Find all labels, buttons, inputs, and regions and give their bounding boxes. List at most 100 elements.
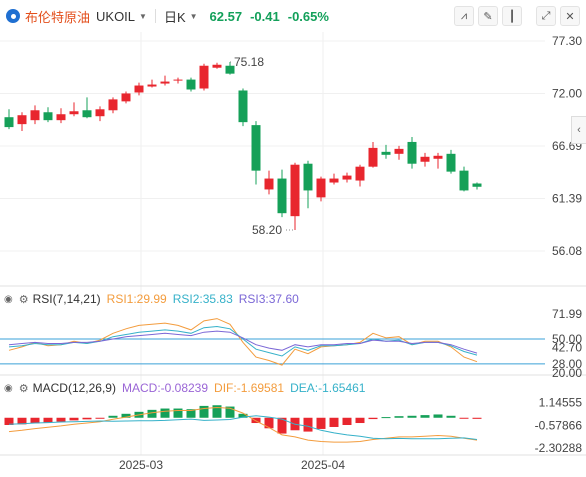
rsi-line-1 (8, 318, 478, 366)
macd-bar (407, 415, 417, 418)
rsi-axis-tick: 28.00 (552, 357, 582, 371)
candle-body (407, 141, 417, 164)
candle-body (82, 110, 92, 118)
macd-bar (212, 405, 222, 418)
candle-body (43, 112, 53, 121)
macd-bar (147, 409, 157, 418)
macd-axis-tick: -2.30288 (535, 441, 583, 455)
candle-body (433, 155, 443, 159)
macd-bar (4, 417, 14, 425)
price-axis-tick: 56.08 (552, 244, 582, 258)
candle-body (17, 115, 27, 125)
candle-body (277, 178, 287, 214)
macd-bar (251, 417, 261, 424)
rsi-axis-tick: 42.70 (552, 340, 582, 354)
macd-bar (472, 417, 482, 419)
candle-body (355, 166, 365, 181)
candle-body (173, 79, 183, 81)
rsi-lines (8, 318, 478, 366)
rsi2-value: RSI2:35.83 (172, 292, 233, 306)
candle-body (147, 84, 157, 87)
rsi-axis-tick: 20.00 (552, 366, 582, 380)
dif-value: DIF:-1.69581 (214, 381, 285, 395)
macd-bar (329, 417, 339, 427)
instrument-logo-icon (6, 9, 20, 23)
candle-body (121, 93, 131, 102)
draw-icon[interactable]: ✎ (478, 6, 498, 26)
candle-body (381, 151, 391, 155)
candle-type-icon[interactable]: ┃ (502, 6, 522, 26)
candle-body (199, 65, 209, 89)
candle-body (186, 79, 196, 90)
price-axis-tick: 77.30 (552, 34, 582, 48)
date-axis-label: 2025-04 (301, 458, 345, 472)
indicator-icon[interactable]: ⩘ (454, 6, 474, 26)
macd-bar (56, 417, 66, 422)
gear-icon[interactable]: ⚙ (18, 293, 29, 306)
candle-body (303, 163, 313, 191)
instrument-symbol[interactable]: UKOIL (96, 8, 136, 24)
candle-body (446, 153, 456, 172)
rsi1-value: RSI1:29.99 (106, 292, 167, 306)
macd-legend: ◉ ⚙ MACD(12,26,9) MACD:-0.08239 DIF:-1.6… (4, 381, 365, 395)
period-dropdown-icon[interactable]: ▼ (189, 11, 198, 21)
macd-bar (394, 416, 404, 418)
macd-lines (8, 406, 478, 443)
macd-axis-tick: -0.57866 (535, 418, 583, 432)
collapse-panel-icon[interactable]: ‹ (571, 116, 586, 144)
macd-title: MACD(12,26,9) (32, 381, 116, 395)
candle-body (264, 178, 274, 190)
candle-body (69, 111, 79, 115)
rsi-line-2 (8, 325, 478, 357)
macd-bar (225, 406, 235, 418)
macd-bar (173, 408, 183, 418)
dea-line (8, 415, 478, 440)
gear-icon[interactable]: ⚙ (18, 382, 29, 395)
rsi-axis-tick: 71.99 (552, 307, 582, 321)
close-icon[interactable]: ✕ (560, 6, 580, 26)
candle-body (472, 183, 482, 187)
macd-bar (277, 417, 287, 434)
candle-body (459, 170, 469, 191)
date-axis-label: 2025-03 (119, 458, 163, 472)
last-price: 62.57 (209, 8, 243, 24)
macd-bar (121, 413, 131, 418)
candle-body (160, 81, 170, 84)
low-price-label: 58.20 (252, 223, 282, 237)
macd-bar (69, 417, 79, 421)
macd-bar (433, 414, 443, 418)
macd-bar (381, 417, 391, 419)
macd-bar (342, 417, 352, 425)
instrument-name[interactable]: 布伦特原油 (25, 9, 91, 25)
candle-body (342, 175, 352, 180)
candle-body (108, 99, 118, 111)
rsi-title: RSI(7,14,21) (32, 292, 101, 306)
macd-bar (43, 417, 53, 423)
macd-bar (264, 417, 274, 429)
macd-value: MACD:-0.08239 (121, 381, 209, 395)
eye-icon[interactable]: ◉ (4, 293, 13, 305)
candle-body (316, 178, 326, 198)
macd-bar (95, 417, 105, 419)
candle-body (238, 90, 248, 123)
macd-histogram (4, 405, 482, 434)
candle-body (329, 178, 339, 183)
macd-bar (446, 415, 456, 418)
macd-bar (303, 417, 313, 432)
period-select[interactable]: 日K (163, 9, 186, 25)
macd-axis-tick: 1.14555 (539, 396, 583, 410)
high-price-label: 75.18 (234, 55, 264, 69)
macd-bar (82, 417, 92, 420)
axis-labels: 77.3072.0066.6961.3956.0871.9950.0042.70… (119, 34, 582, 472)
eye-icon[interactable]: ◉ (4, 382, 13, 394)
dif-line (8, 406, 478, 443)
candle-body (290, 164, 300, 217)
rsi-line-3 (8, 330, 478, 354)
candle-body (394, 148, 404, 154)
macd-bar (160, 408, 170, 418)
rsi-axis-tick: 50.00 (552, 332, 582, 346)
macd-bar (238, 413, 248, 418)
symbol-dropdown-icon[interactable]: ▼ (139, 11, 147, 21)
fullscreen-icon[interactable]: ⤢ (536, 6, 556, 26)
